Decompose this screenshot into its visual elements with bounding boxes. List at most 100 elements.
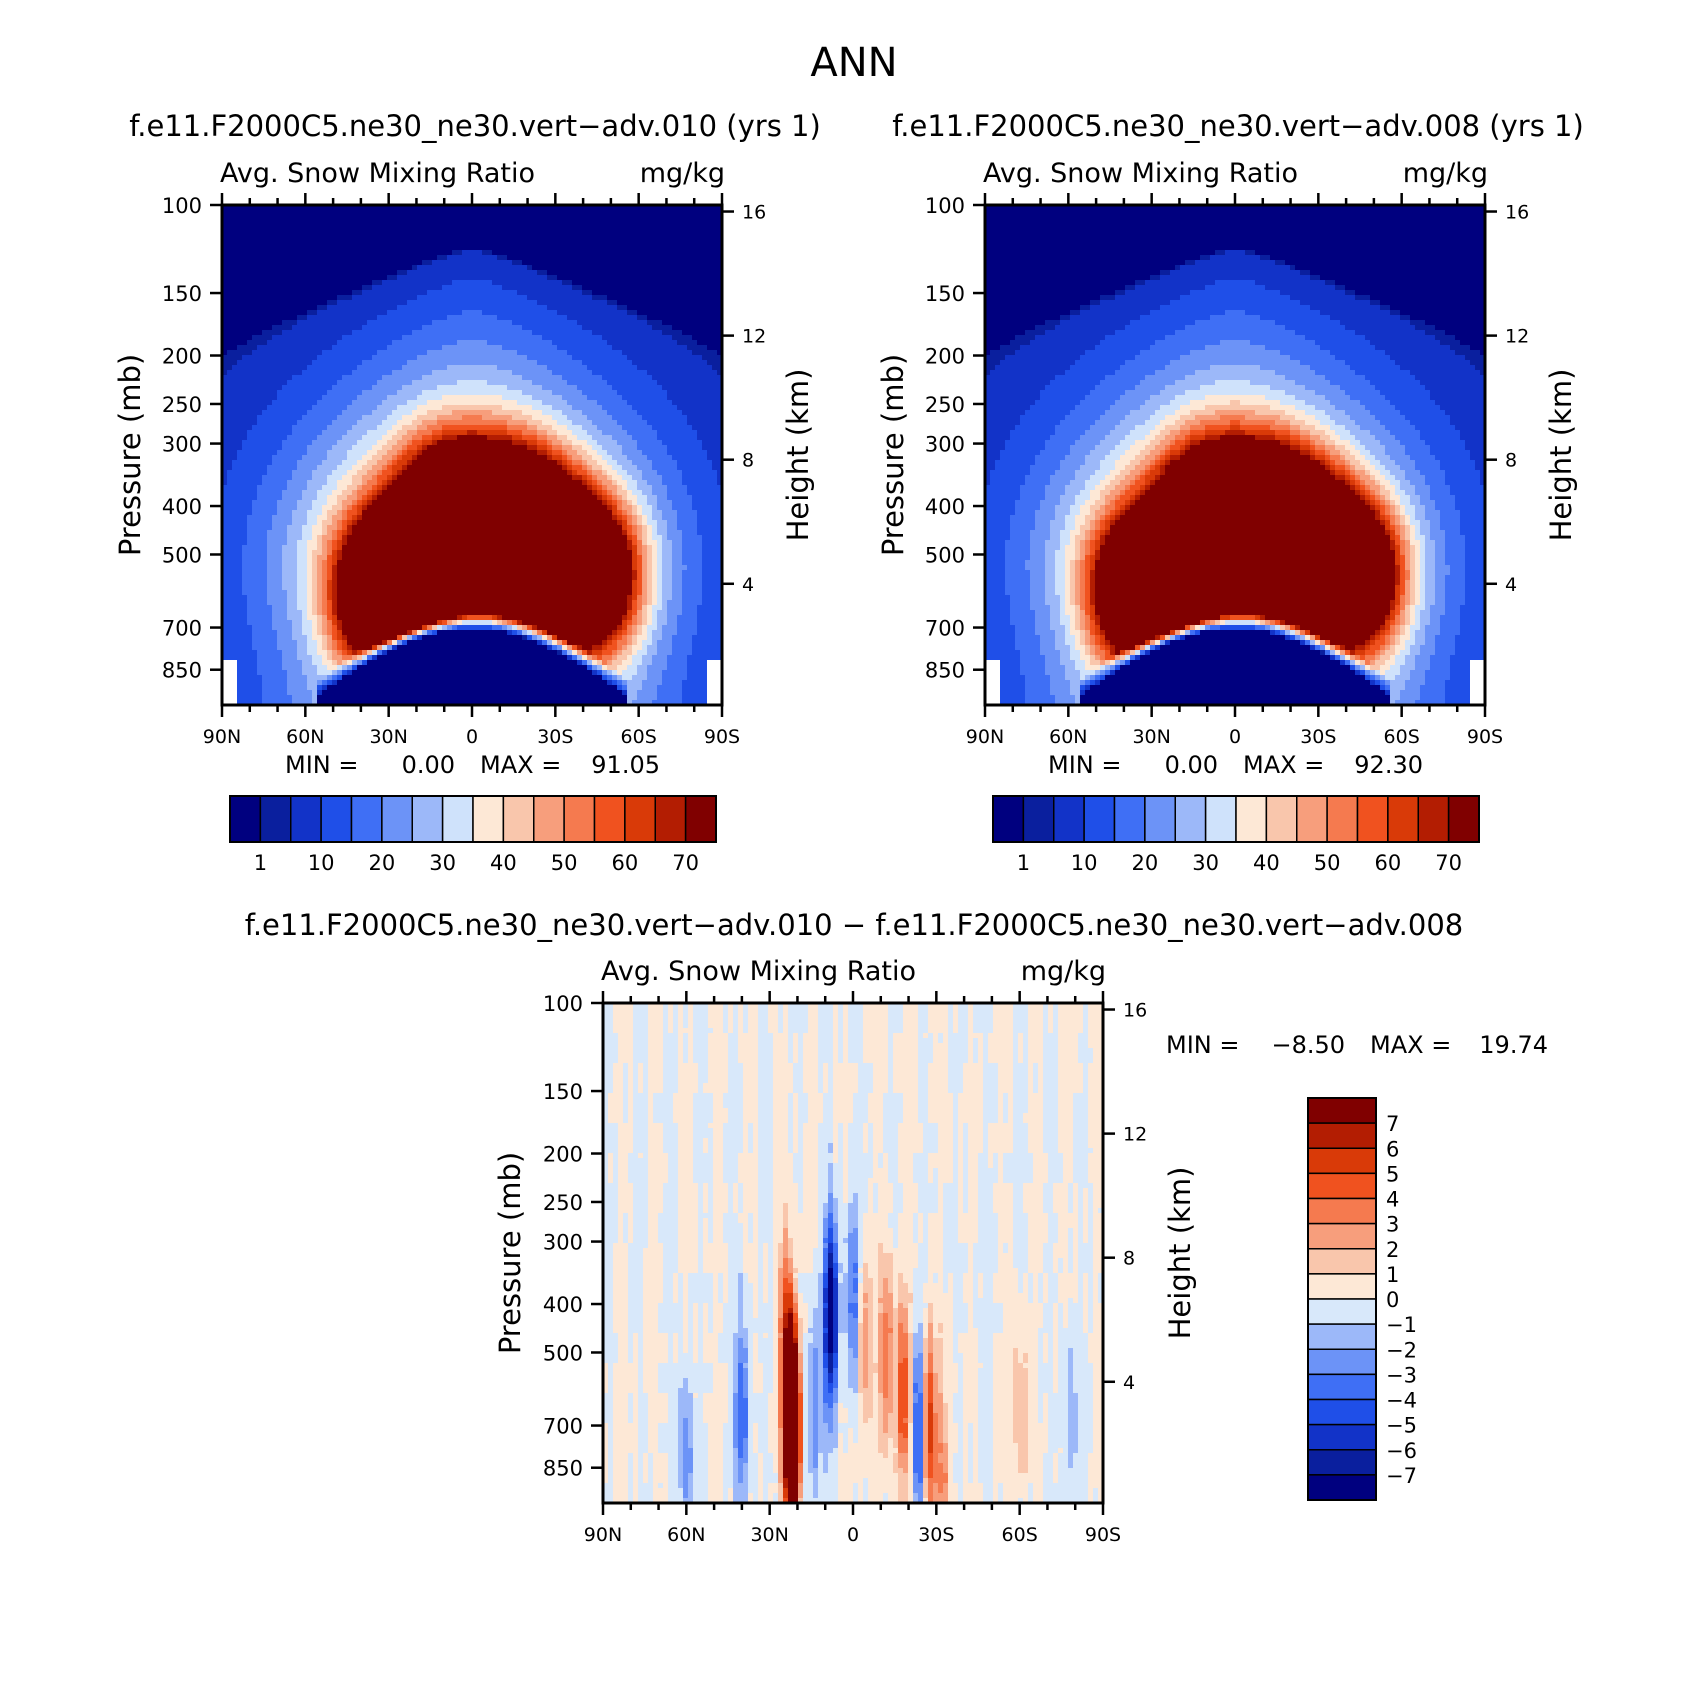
contour-cell — [627, 375, 633, 381]
contour-cell — [407, 385, 413, 391]
contour-cell — [397, 400, 403, 406]
contour-cell — [497, 390, 503, 396]
contour-cell — [617, 240, 623, 246]
contour-cell — [537, 250, 543, 256]
contour-cell — [537, 345, 543, 351]
contour-cell — [447, 415, 453, 421]
contour-cell — [437, 320, 443, 326]
contour-cell — [617, 260, 623, 266]
contour-cell — [707, 435, 713, 441]
contour-cell — [697, 430, 703, 436]
contour-cell — [457, 370, 463, 376]
contour-cell — [712, 370, 718, 376]
contour-cell — [312, 325, 318, 331]
contour-cell — [627, 235, 633, 241]
contour-cell — [222, 420, 228, 426]
contour-cell — [527, 445, 533, 451]
contour-cell — [552, 430, 558, 436]
contour-cell — [427, 205, 433, 211]
contour-cell — [627, 440, 633, 446]
contour-cell — [272, 350, 278, 356]
contour-cell — [697, 390, 703, 396]
contour-cell — [657, 380, 663, 386]
contour-cell — [692, 350, 698, 356]
contour-cell — [412, 220, 418, 226]
contour-cell — [627, 365, 633, 371]
contour-cell — [302, 270, 308, 276]
contour-cell — [222, 370, 228, 376]
contour-cell — [262, 320, 268, 326]
contour-cell — [677, 325, 683, 331]
contour-cell — [442, 400, 448, 406]
contour-cell — [252, 290, 258, 296]
contour-cell — [662, 405, 668, 411]
contour-cell — [357, 420, 363, 426]
contour-cell — [717, 280, 722, 286]
contour-cell — [342, 405, 348, 411]
contour-cell — [327, 295, 333, 301]
contour-cell — [612, 375, 618, 381]
contour-cell — [647, 390, 653, 396]
contour-cell — [232, 325, 238, 331]
contour-cell — [562, 390, 568, 396]
contour-cell — [487, 420, 493, 426]
contour-cell — [597, 425, 603, 431]
contour-cell — [697, 395, 703, 401]
contour-cell — [267, 325, 273, 331]
contour-cell — [507, 380, 513, 386]
contour-cell — [572, 215, 578, 221]
contour-cell — [587, 220, 593, 226]
contour-cell — [472, 340, 478, 346]
contour-cell — [367, 260, 373, 266]
contour-cell — [667, 250, 673, 256]
contour-cell — [227, 305, 233, 311]
contour-cell — [477, 225, 483, 231]
contour-cell — [692, 260, 698, 266]
contour-cell — [692, 250, 698, 256]
contour-cell — [292, 425, 298, 431]
contour-cell — [667, 420, 673, 426]
contour-cell — [597, 240, 603, 246]
contour-cell — [457, 450, 463, 456]
contour-cell — [542, 330, 548, 336]
contour-cell — [412, 400, 418, 406]
contour-cell — [617, 280, 623, 286]
contour-cell — [262, 435, 268, 441]
contour-cell — [352, 355, 358, 361]
contour-cell — [522, 210, 528, 216]
contour-cell — [442, 380, 448, 386]
contour-cell — [462, 330, 468, 336]
contour-cell — [567, 380, 573, 386]
units-label: mg/kg — [640, 158, 725, 189]
contour-cell — [652, 210, 658, 216]
contour-cell — [237, 445, 243, 451]
contour-cell — [327, 210, 333, 216]
contour-cell — [502, 435, 508, 441]
contour-cell — [247, 405, 253, 411]
contour-cell — [522, 235, 528, 241]
contour-cell — [557, 355, 563, 361]
contour-cell — [272, 305, 278, 311]
contour-cell — [552, 450, 558, 456]
contour-cell — [502, 395, 508, 401]
contour-cell — [692, 230, 698, 236]
contour-cell — [232, 340, 238, 346]
contour-cell — [412, 265, 418, 271]
contour-cell — [337, 270, 343, 276]
contour-cell — [307, 360, 313, 366]
contour-cell — [712, 245, 718, 251]
contour-cell — [247, 345, 253, 351]
contour-cell — [337, 245, 343, 251]
contour-cell — [552, 375, 558, 381]
contour-cell — [437, 300, 443, 306]
contour-cell — [282, 430, 288, 436]
contour-cell — [477, 300, 483, 306]
contour-cell — [692, 275, 698, 281]
contour-cell — [247, 230, 253, 236]
contour-cell — [522, 340, 528, 346]
contour-cell — [652, 330, 658, 336]
contour-cell — [492, 390, 498, 396]
contour-cell — [682, 350, 688, 356]
contour-cell — [432, 380, 438, 386]
contour-cell — [522, 230, 528, 236]
